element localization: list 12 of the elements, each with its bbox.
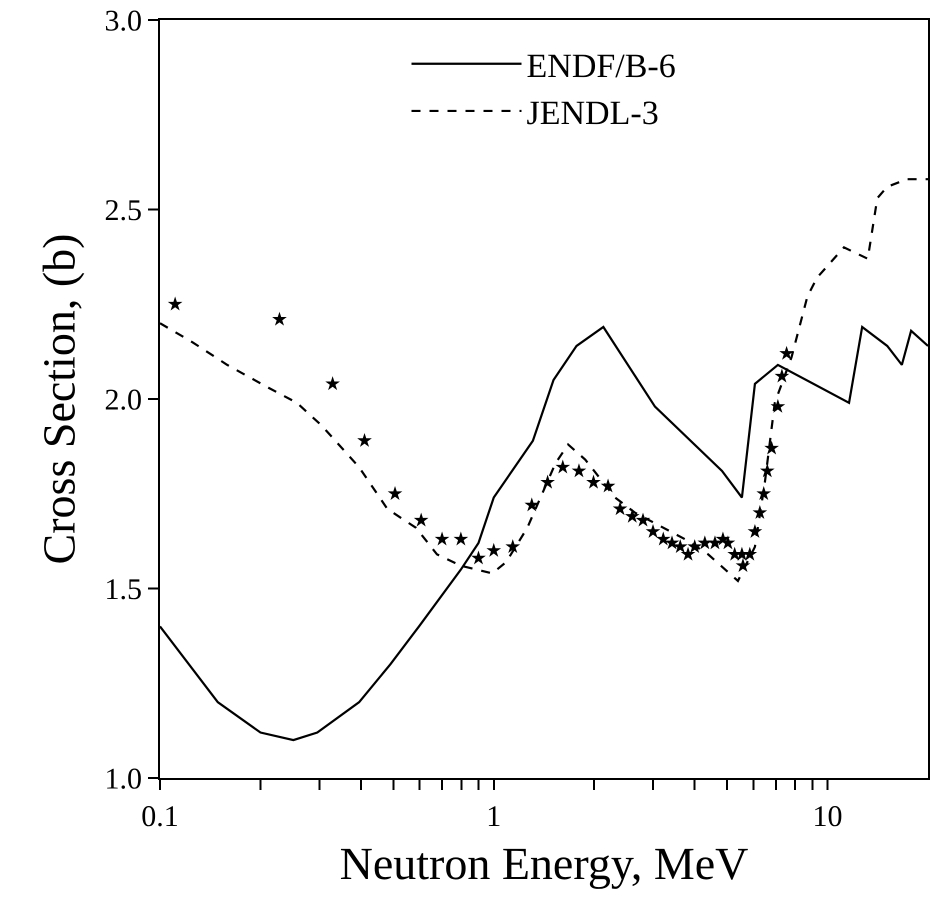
y-tick-label: 1.0 (104, 762, 142, 796)
legend-label: JENDL-3 (526, 95, 659, 132)
y-tick-label: 2.5 (104, 194, 142, 227)
y-tick-label: 2.0 (104, 384, 142, 416)
x-tick-label: 10 (812, 800, 843, 833)
y-axis-title: Cross Section, (b) (33, 234, 84, 564)
x-tick-label: 0.1 (141, 800, 179, 833)
x-axis-title: Neutron Energy, MeV (340, 838, 748, 890)
y-tick-label: 3.0 (104, 4, 142, 38)
x-tick-label: 1 (486, 800, 502, 833)
y-tick-label: 1.5 (104, 573, 142, 606)
legend-label: ENDF/B-6 (526, 48, 676, 86)
